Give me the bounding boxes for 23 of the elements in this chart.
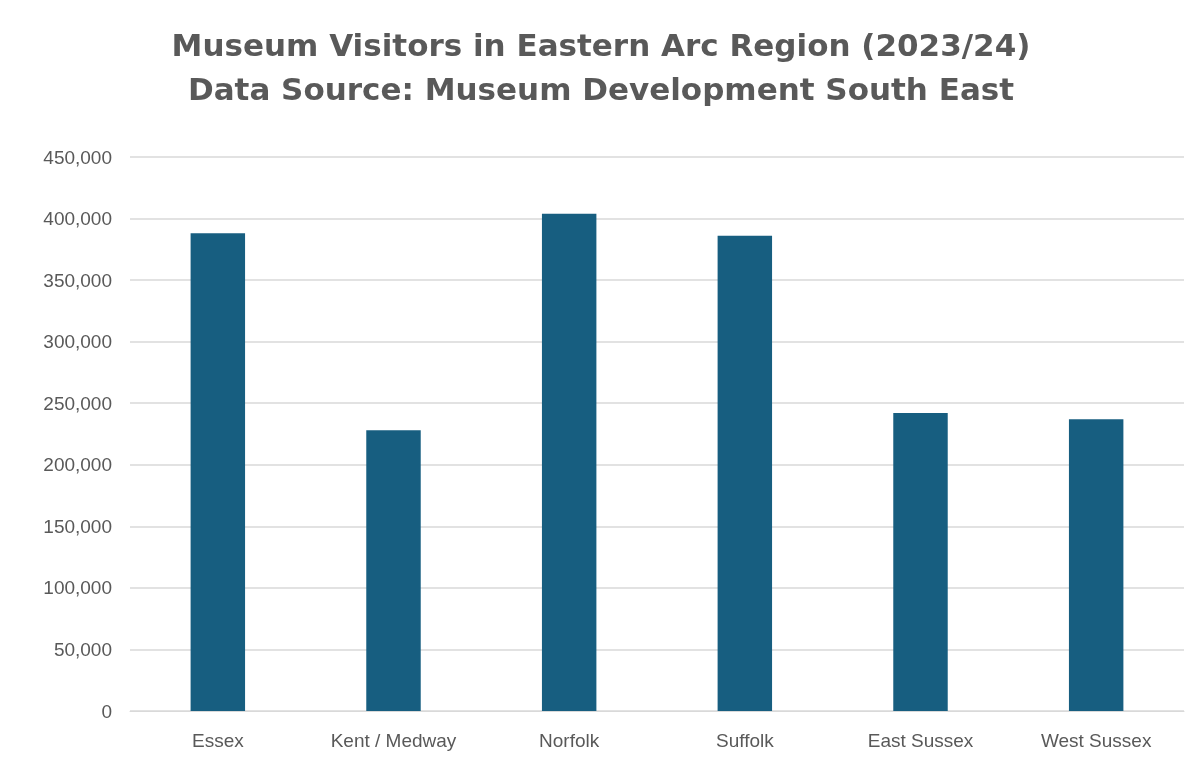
y-tick-label: 0 <box>101 700 112 722</box>
x-tick-label: East Sussex <box>867 730 974 751</box>
y-tick-label: 100,000 <box>43 577 112 599</box>
x-tick-label: Norfolk <box>539 730 600 751</box>
y-tick-label: 150,000 <box>43 515 112 537</box>
y-tick-label: 450,000 <box>43 146 112 168</box>
bar <box>717 235 773 711</box>
bar <box>190 233 246 711</box>
y-tick-label: 250,000 <box>43 392 112 414</box>
bar <box>1068 419 1124 711</box>
x-tick-label: West Sussex <box>1040 730 1152 751</box>
y-tick-label: 200,000 <box>43 454 112 476</box>
x-tick-label: Suffolk <box>715 730 775 751</box>
bar <box>366 430 421 711</box>
y-tick-label: 300,000 <box>43 331 112 353</box>
bar <box>893 413 948 711</box>
x-tick-label: Essex <box>191 730 245 751</box>
chart-title: Museum Visitors in Eastern Arc Region (2023/24) Data Source: Museum Development South East <box>171 27 1031 107</box>
x-tick-label: Kent / Medway <box>330 730 457 751</box>
y-tick-label: 400,000 <box>43 208 112 230</box>
bar <box>541 213 597 711</box>
y-tick-label: 350,000 <box>43 269 112 291</box>
y-tick-label: 50,000 <box>53 638 112 660</box>
